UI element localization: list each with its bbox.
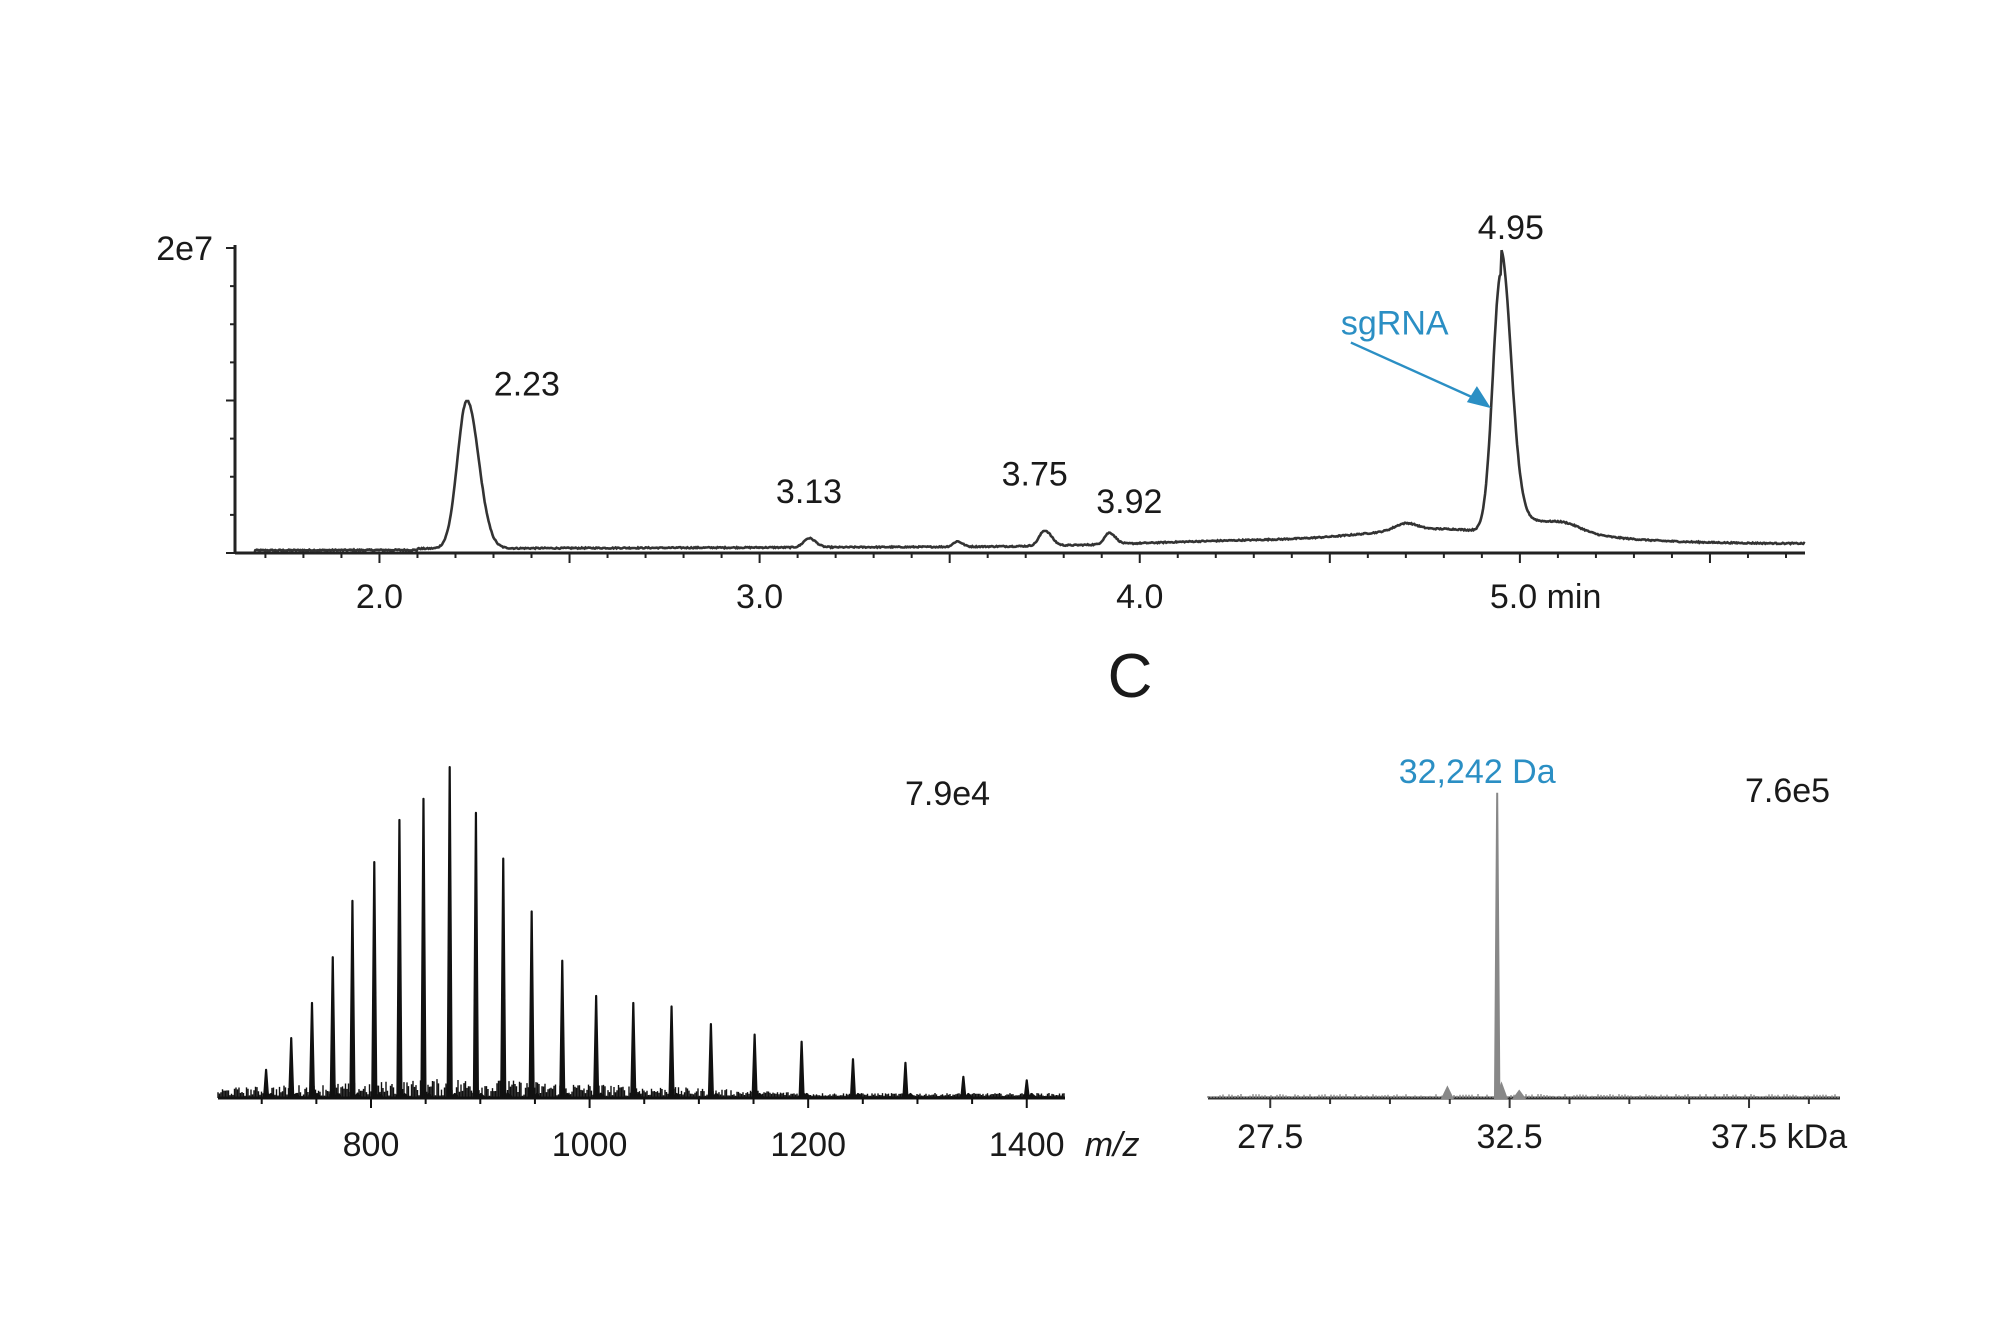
chromatogram-trace bbox=[253, 249, 1806, 553]
mass-spectrum-x-tick-label: 1000 bbox=[552, 1126, 628, 1164]
panel-label: C bbox=[1108, 642, 1153, 711]
mass-spectrum-peak bbox=[420, 797, 434, 1100]
sgrna-arrow-head bbox=[1466, 386, 1491, 409]
mass-spectrum-axes bbox=[218, 1096, 1065, 1108]
deconvoluted-intensity-label: 7.6e5 bbox=[1745, 772, 1830, 810]
chromatogram-peak-label: 3.75 bbox=[1002, 456, 1068, 494]
chromatogram-y-tick-label: 2e7 bbox=[156, 230, 213, 268]
deconvoluted-x-tick-label: 37.5 kDa bbox=[1711, 1118, 1847, 1156]
deconvoluted-x-tick-labels: 27.5 32.5 37.5 kDa bbox=[1237, 1118, 1847, 1156]
deconvoluted-panel: 27.5 32.5 37.5 kDa 32,242 Da 7.6e5 bbox=[1207, 753, 1847, 1156]
mass-spectrum-x-tick-label: 800 bbox=[343, 1126, 400, 1164]
mass-spectrum-x-tick-label: 1200 bbox=[770, 1126, 846, 1164]
mass-spectrum-peak bbox=[288, 1037, 302, 1100]
mass-spectrum-peaks bbox=[262, 766, 1037, 1100]
mass-spectrum-peak bbox=[960, 1075, 974, 1100]
mass-spectrum-intensity-label: 7.9e4 bbox=[905, 775, 990, 813]
mass-spectrum-peak bbox=[707, 1022, 721, 1100]
mass-spectrum-peak bbox=[528, 910, 542, 1100]
chromatogram-x-tick-label: 3.0 bbox=[736, 578, 783, 616]
mass-spectrum-peak bbox=[349, 899, 363, 1100]
deconvoluted-noise-trace bbox=[1207, 1094, 1839, 1098]
mass-spectrum-peak bbox=[559, 959, 573, 1100]
chromatogram-x-tick-label: 2.0 bbox=[356, 578, 403, 616]
mass-spectrum-peak bbox=[262, 1068, 276, 1100]
mass-spectrum-peak bbox=[751, 1033, 765, 1100]
chromatogram-y-tick-labels: 2e7 bbox=[156, 230, 213, 268]
mass-spectrum-peak bbox=[798, 1040, 812, 1100]
mass-spectrum-peak bbox=[308, 1001, 322, 1100]
deconvoluted-peaks bbox=[1440, 792, 1527, 1099]
mass-spectrum-peak bbox=[630, 1001, 644, 1100]
mass-spectrum-panel: 800 1000 1200 1400 m/z 7.9e4 bbox=[217, 766, 1140, 1164]
mass-spectrum-peak bbox=[1023, 1079, 1037, 1100]
sgrna-label: sgRNA bbox=[1341, 305, 1449, 343]
chromatogram-x-tick-label: 5.0 min bbox=[1490, 578, 1602, 616]
chromatogram-x-tick-labels: 2.0 3.0 4.0 5.0 min bbox=[356, 578, 1602, 616]
chromatogram-axes bbox=[226, 245, 1805, 563]
chromatogram-peak-labels: 2.23 3.13 3.75 3.92 4.95 bbox=[494, 209, 1544, 521]
deconvoluted-peak bbox=[1440, 1085, 1454, 1099]
mass-spectrum-peak bbox=[500, 857, 514, 1100]
deconvoluted-peak bbox=[1512, 1089, 1527, 1099]
deconvoluted-peak bbox=[1493, 792, 1501, 1099]
deconvoluted-peak-label: 32,242 Da bbox=[1399, 753, 1556, 791]
sgrna-arrow-line bbox=[1350, 341, 1482, 403]
mass-spectrum-peak bbox=[849, 1058, 863, 1100]
chromatogram-peak-label: 3.92 bbox=[1096, 483, 1162, 521]
mass-spectrum-peak bbox=[593, 994, 606, 1100]
deconvoluted-noise bbox=[1207, 1094, 1839, 1098]
chromatogram-peak-label: 2.23 bbox=[494, 366, 560, 404]
mass-spectrum-peak bbox=[446, 766, 460, 1100]
deconvoluted-x-tick-label: 32.5 bbox=[1477, 1118, 1543, 1156]
chromatogram-panel: 2.0 3.0 4.0 5.0 min 2e7 2.23 3.13 3.75 3.92 4.9… bbox=[156, 209, 1806, 616]
mass-spectrum-x-axis-label: m/z bbox=[1085, 1126, 1140, 1164]
mass-spectrum-peak bbox=[396, 818, 410, 1100]
mass-spectrum-x-tick-label: 1400 bbox=[989, 1126, 1065, 1164]
mass-spectrum-x-tick-labels: 800 1000 1200 1400 bbox=[343, 1126, 1065, 1164]
mass-spectrum-peak bbox=[668, 1005, 682, 1100]
chromatogram-peak-label: 3.13 bbox=[776, 473, 842, 511]
deconvoluted-peak bbox=[1495, 1081, 1508, 1099]
deconvoluted-x-tick-label: 27.5 bbox=[1237, 1118, 1303, 1156]
chromatogram-x-tick-label: 4.0 bbox=[1116, 578, 1163, 616]
mass-spectrum-peak bbox=[472, 811, 486, 1100]
mass-spectrum-peak bbox=[371, 861, 385, 1100]
deconvoluted-axes bbox=[1208, 1096, 1840, 1108]
mass-spectrum-peak bbox=[902, 1061, 916, 1100]
mass-spectrum-peak bbox=[329, 956, 343, 1100]
chromatogram-peak-label: 4.95 bbox=[1478, 209, 1544, 247]
sgrna-annotation: sgRNA bbox=[1341, 305, 1491, 409]
